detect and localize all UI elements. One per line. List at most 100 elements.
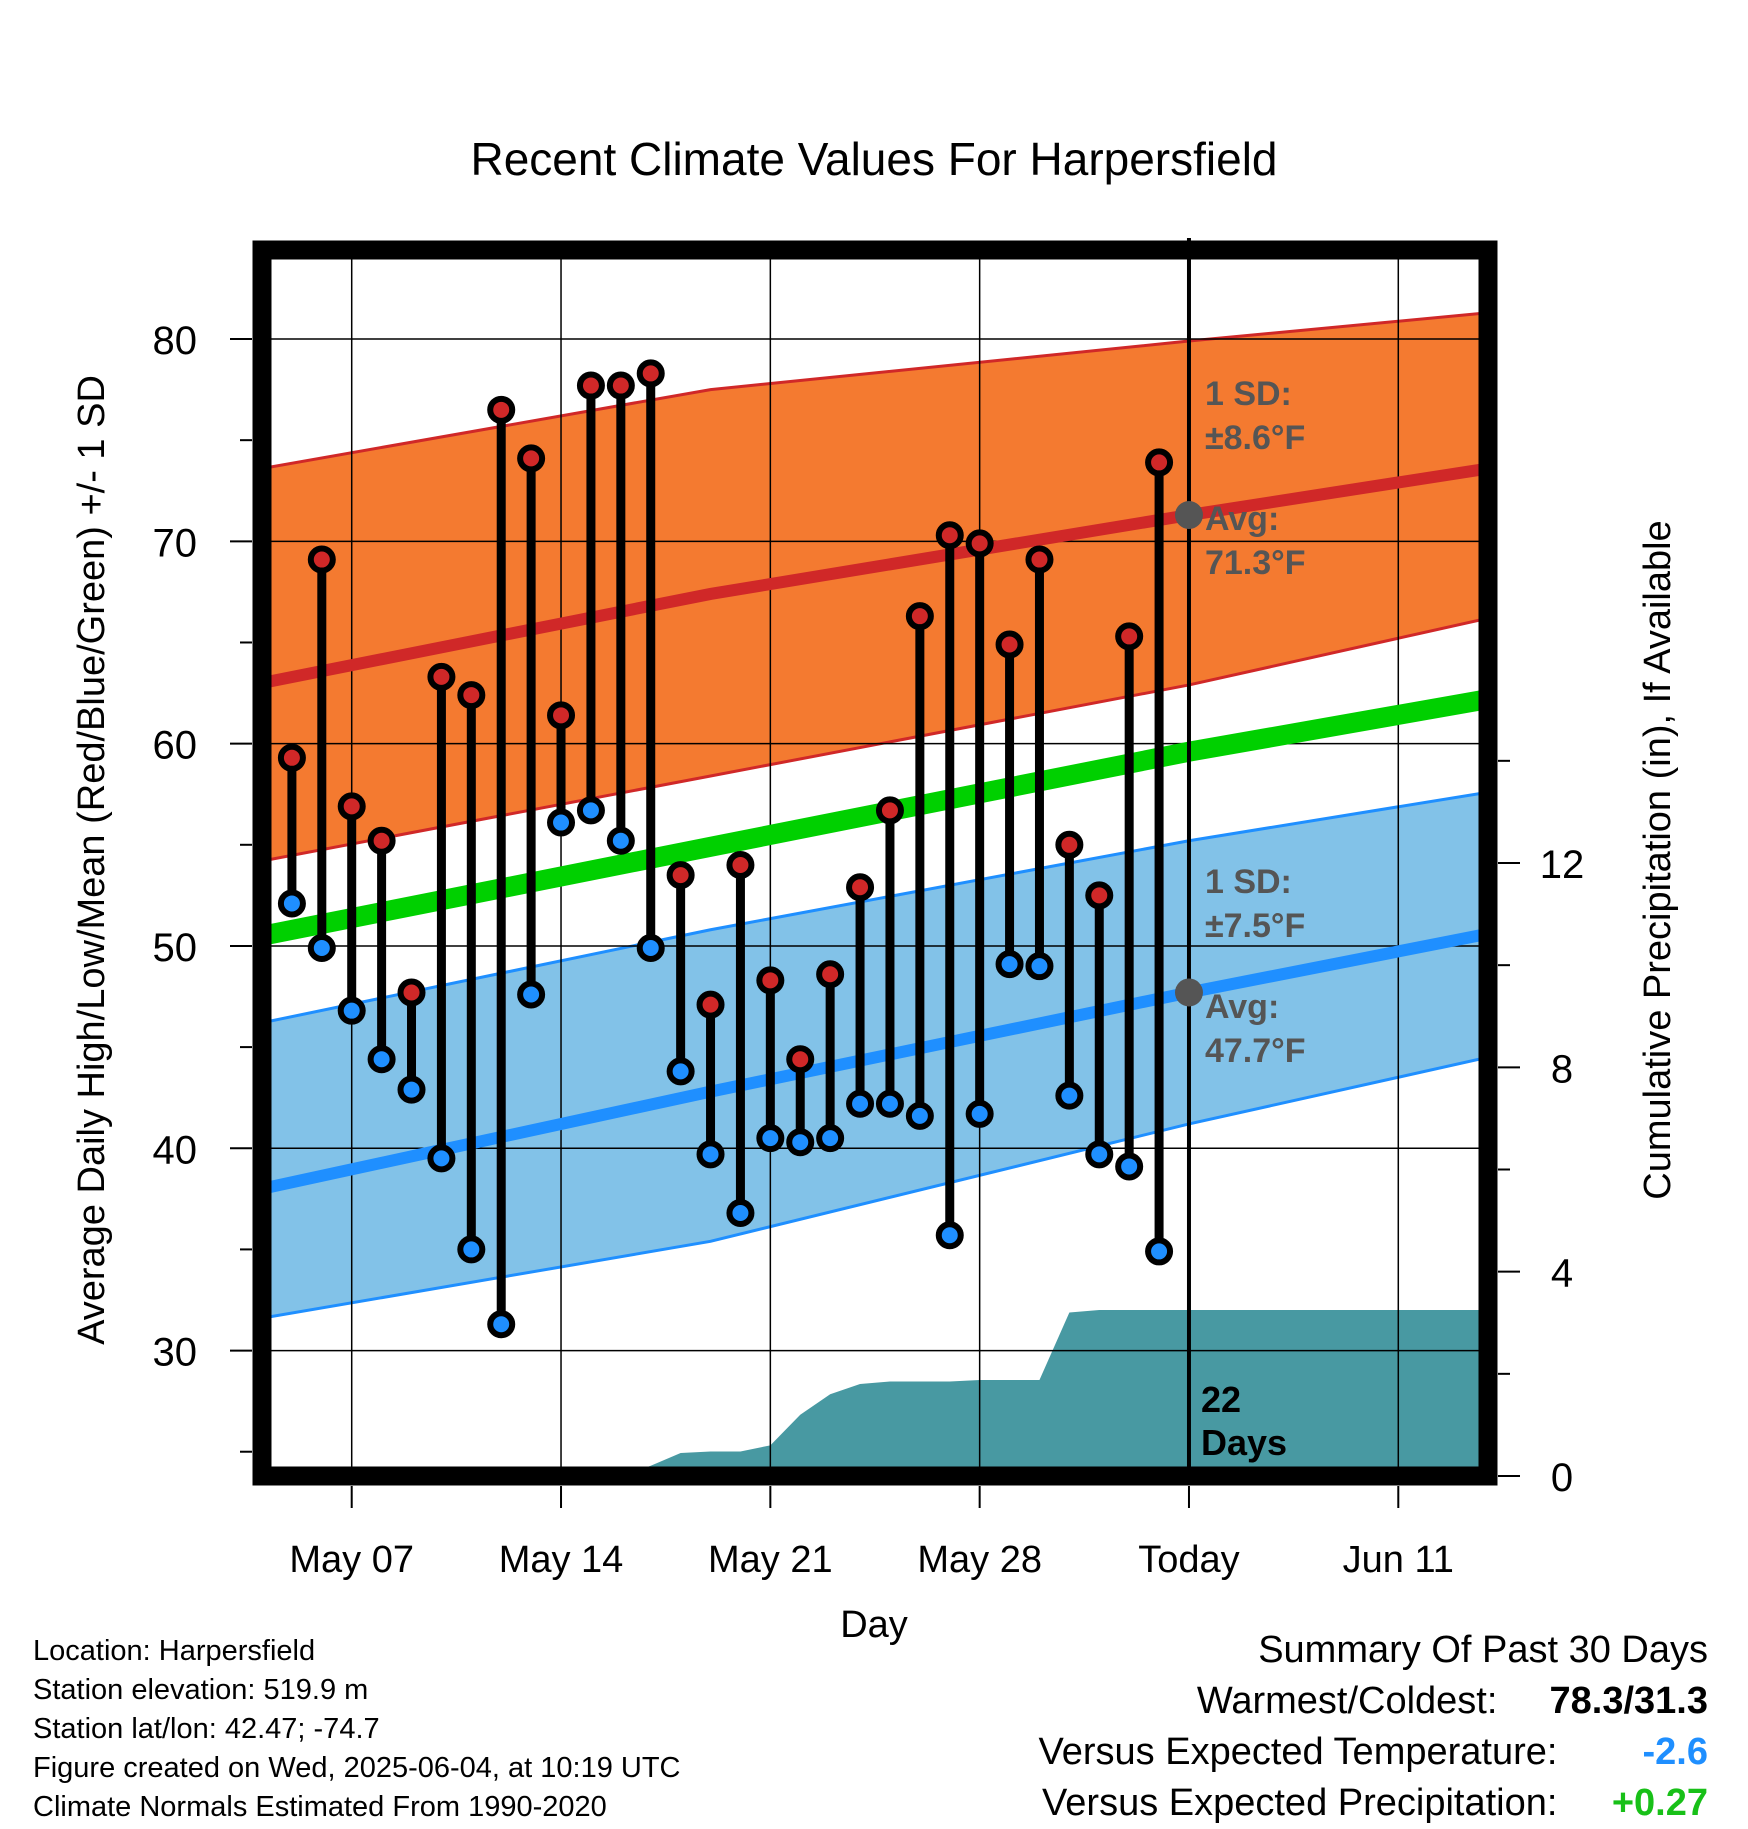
daily-low-point (606, 826, 635, 855)
warmest-label: Warmest/Coldest: (1196, 1680, 1498, 1722)
daily-low-point (786, 1128, 815, 1157)
daily-low-point (726, 1198, 755, 1227)
y-axis-label: Average Daily High/Low/Mean (Red/Blue/Gr… (71, 375, 113, 1345)
location-text: Location: Harpersfield (33, 1635, 316, 1667)
daily-high-point (397, 978, 426, 1007)
high-avg-marker (1174, 501, 1203, 530)
x-tick-label: May 21 (708, 1539, 833, 1581)
daily-low-point (427, 1144, 456, 1173)
daily-high-point (696, 990, 725, 1019)
elevation-text: Station elevation: 519.9 m (33, 1674, 369, 1706)
daily-low-point (965, 1099, 994, 1128)
x-tick-label: Today (1138, 1539, 1239, 1581)
daily-high-point (935, 521, 964, 550)
daily-low-point (307, 933, 336, 962)
daily-high-point (547, 701, 576, 730)
daily-low-point (1085, 1140, 1114, 1169)
daily-low-point (547, 808, 576, 837)
chart-title: Recent Climate Values For Harpersfield (470, 133, 1277, 185)
x-tick-label: May 28 (917, 1539, 1042, 1581)
daily-high-point (995, 630, 1024, 659)
low-sd-label: 1 SD: (1205, 863, 1292, 901)
low-avg-label: Avg: (1205, 988, 1279, 1026)
station-info: Location: Harpersfield Station elevation… (33, 1632, 681, 1827)
days-label: Days (1201, 1422, 1287, 1463)
daily-high-point (1055, 830, 1084, 859)
daily-low-point (935, 1221, 964, 1250)
temp-label: Versus Expected Temperature: (1038, 1731, 1558, 1773)
axis-layer: 30 40 50 60 70 80 0 4 8 12 May 07 May 14 May 21 May 2… (153, 319, 1585, 1581)
daily-high-point (756, 966, 785, 995)
high-sd-label: 1 SD: (1205, 375, 1292, 413)
precip-area (262, 1309, 1488, 1476)
daily-high-point (427, 662, 456, 691)
x-tick-label: Jun 11 (1343, 1539, 1454, 1581)
daily-low-point (1055, 1081, 1084, 1110)
daily-high-point (846, 873, 875, 902)
daily-high-point (487, 395, 516, 424)
x-tick-label: May 07 (289, 1539, 414, 1581)
daily-high-point (277, 743, 306, 772)
daily-high-point (337, 792, 366, 821)
plot-frame (252, 240, 1498, 1486)
high-sd-value: ±8.6°F (1205, 419, 1305, 457)
daily-low-point (636, 933, 665, 962)
daily-low-point (576, 796, 605, 825)
daily-high-point (307, 545, 336, 574)
high-upper-line (262, 311, 1488, 470)
daily-low-point (666, 1057, 695, 1086)
latlon-text: Station lat/lon: 42.47; -74.7 (33, 1713, 380, 1745)
daily-high-point (1025, 545, 1054, 574)
precip-value: +0.27 (1611, 1782, 1708, 1824)
daily-high-point (905, 602, 934, 631)
daily-high-point (636, 359, 665, 388)
daily-low-point (337, 996, 366, 1025)
daily-low-point (816, 1124, 845, 1153)
daily-high-point (1085, 881, 1114, 910)
daily-low-point (846, 1089, 875, 1118)
y-tick-label: 30 (153, 1331, 198, 1375)
daily-low-point (995, 950, 1024, 979)
daily-high-point (875, 796, 904, 825)
overlay-layer (277, 238, 1203, 1476)
y2-tick-label: 12 (1540, 843, 1585, 887)
y-tick-label: 70 (153, 521, 198, 565)
summary-panel: Summary Of Past 30 Days Warmest/Coldest:… (1039, 1625, 1708, 1829)
daily-high-point (726, 851, 755, 880)
low-avg-marker (1174, 978, 1203, 1007)
y-tick-label: 40 (153, 1128, 198, 1172)
low-avg-value: 47.7°F (1205, 1032, 1306, 1070)
daily-low-point (1115, 1152, 1144, 1181)
daily-high-point (1115, 622, 1144, 651)
daily-low-point (517, 980, 546, 1009)
summary-title: Summary Of Past 30 Days (1258, 1629, 1708, 1671)
x-tick-label: May 14 (499, 1539, 624, 1581)
daily-high-point (786, 1045, 815, 1074)
annotations: 1 SD: ±8.6°F Avg: 71.3°F 1 SD: ±7.5°F Avg: 47.7… (1201, 375, 1306, 1463)
x-axis-label: Day (840, 1604, 908, 1646)
daily-high-point (367, 826, 396, 855)
y-tick-label: 60 (153, 724, 198, 768)
daily-low-point (487, 1310, 516, 1339)
y-tick-label: 50 (153, 926, 198, 970)
daily-low-point (696, 1140, 725, 1169)
y2-axis-label: Cumulative Precipitation (in), If Availa… (1637, 520, 1679, 1199)
high-avg-value: 71.3°F (1205, 544, 1306, 582)
created-text: Figure created on Wed, 2025-06-04, at 10… (33, 1752, 681, 1784)
daily-high-point (457, 681, 486, 710)
summary-temp-row: Versus Expected Temperature: -2.6 (1039, 1727, 1708, 1778)
y2-tick-label: 4 (1551, 1252, 1573, 1296)
normals-text: Climate Normals Estimated From 1990-2020 (33, 1791, 607, 1823)
daily-high-point (606, 371, 635, 400)
low-sd-value: ±7.5°F (1205, 907, 1305, 945)
daily-low-point (367, 1045, 396, 1074)
precip-label: Versus Expected Precipitation: (1042, 1782, 1558, 1824)
daily-low-point (457, 1235, 486, 1264)
daily-low-point (1025, 952, 1054, 981)
daily-low-point (1145, 1237, 1174, 1266)
days-value: 22 (1201, 1379, 1241, 1420)
daily-low-point (756, 1124, 785, 1153)
daily-low-point (277, 889, 306, 918)
daily-high-point (965, 529, 994, 558)
